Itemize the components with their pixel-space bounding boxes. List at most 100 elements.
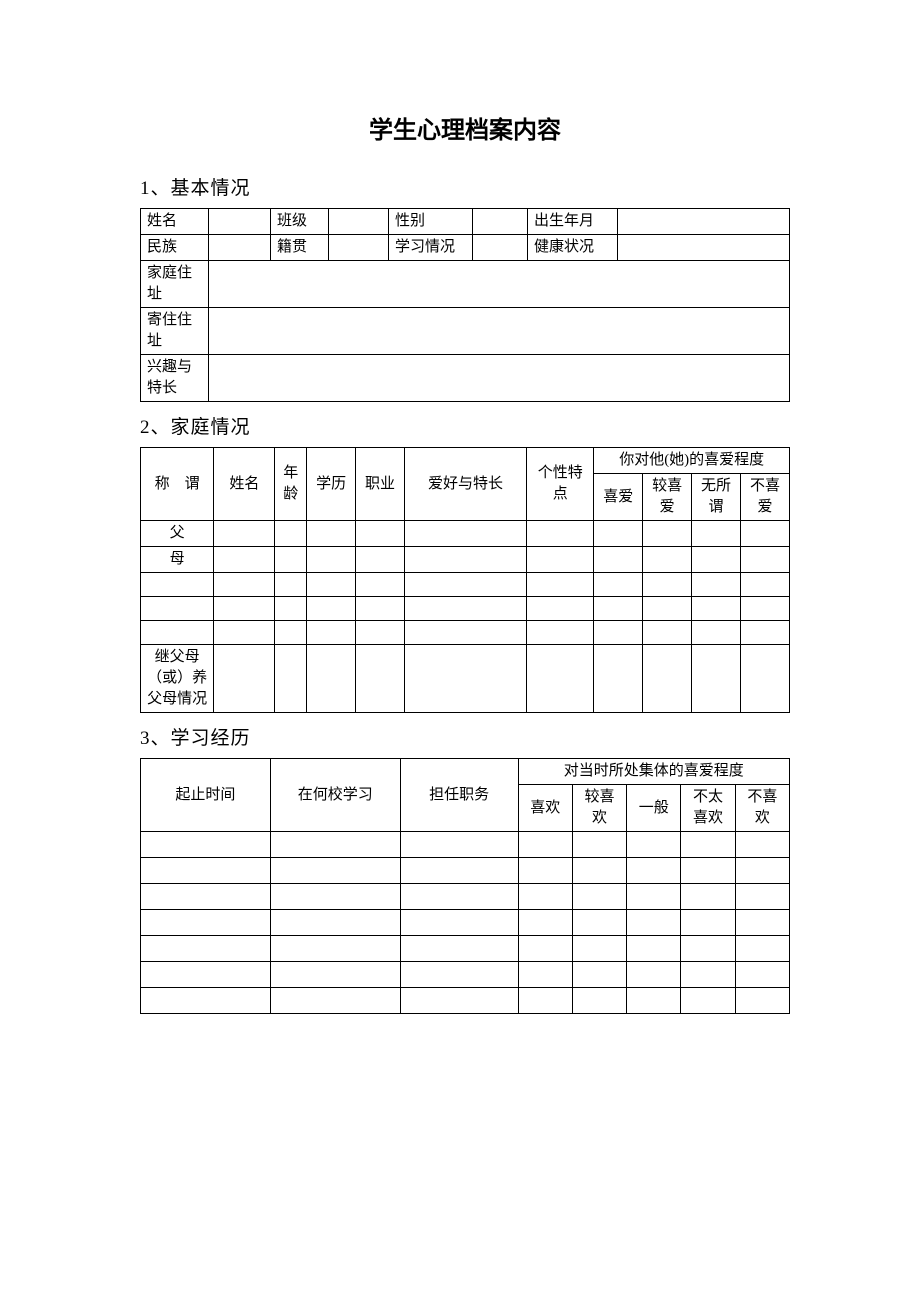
family-cell[interactable] bbox=[741, 521, 790, 547]
family-cell[interactable] bbox=[275, 547, 307, 573]
family-cell[interactable] bbox=[741, 597, 790, 621]
study-cell[interactable] bbox=[270, 884, 400, 910]
family-cell[interactable] bbox=[741, 645, 790, 713]
family-cell[interactable] bbox=[404, 547, 526, 573]
family-cell[interactable] bbox=[594, 547, 643, 573]
study-cell[interactable] bbox=[141, 962, 271, 988]
family-cell[interactable] bbox=[527, 547, 594, 573]
family-cell[interactable] bbox=[356, 547, 405, 573]
val-home[interactable] bbox=[209, 261, 790, 308]
family-cell[interactable] bbox=[527, 521, 594, 547]
family-cell[interactable] bbox=[692, 621, 741, 645]
family-cell[interactable] bbox=[594, 597, 643, 621]
family-cell[interactable] bbox=[214, 621, 275, 645]
study-cell[interactable] bbox=[400, 936, 518, 962]
study-cell[interactable] bbox=[735, 936, 789, 962]
family-cell[interactable] bbox=[275, 645, 307, 713]
family-cell[interactable] bbox=[214, 547, 275, 573]
family-cell[interactable] bbox=[741, 573, 790, 597]
family-cell[interactable] bbox=[307, 645, 356, 713]
family-cell[interactable] bbox=[356, 521, 405, 547]
study-cell[interactable] bbox=[627, 884, 681, 910]
family-cell[interactable] bbox=[527, 645, 594, 713]
family-cell[interactable] bbox=[404, 573, 526, 597]
study-cell[interactable] bbox=[681, 884, 735, 910]
study-cell[interactable] bbox=[572, 962, 626, 988]
family-cell[interactable] bbox=[741, 547, 790, 573]
study-cell[interactable] bbox=[681, 858, 735, 884]
study-cell[interactable] bbox=[572, 910, 626, 936]
family-cell[interactable] bbox=[692, 645, 741, 713]
study-cell[interactable] bbox=[518, 988, 572, 1014]
family-cell[interactable] bbox=[307, 621, 356, 645]
study-cell[interactable] bbox=[518, 832, 572, 858]
study-cell[interactable] bbox=[627, 832, 681, 858]
family-cell[interactable] bbox=[307, 521, 356, 547]
study-cell[interactable] bbox=[270, 910, 400, 936]
study-cell[interactable] bbox=[400, 962, 518, 988]
family-cell[interactable] bbox=[404, 597, 526, 621]
family-cell[interactable] bbox=[404, 621, 526, 645]
family-cell[interactable] bbox=[643, 573, 692, 597]
family-cell[interactable] bbox=[594, 573, 643, 597]
val-origin[interactable] bbox=[329, 235, 389, 261]
study-cell[interactable] bbox=[735, 962, 789, 988]
family-cell[interactable] bbox=[214, 645, 275, 713]
study-cell[interactable] bbox=[681, 910, 735, 936]
family-cell[interactable] bbox=[356, 573, 405, 597]
family-cell[interactable] bbox=[307, 597, 356, 621]
val-health[interactable] bbox=[618, 235, 790, 261]
study-cell[interactable] bbox=[735, 988, 789, 1014]
study-cell[interactable] bbox=[572, 832, 626, 858]
study-cell[interactable] bbox=[735, 832, 789, 858]
family-cell[interactable] bbox=[643, 621, 692, 645]
family-cell[interactable] bbox=[356, 597, 405, 621]
family-cell[interactable] bbox=[741, 621, 790, 645]
study-cell[interactable] bbox=[270, 858, 400, 884]
study-cell[interactable] bbox=[572, 988, 626, 1014]
study-cell[interactable] bbox=[681, 832, 735, 858]
study-cell[interactable] bbox=[681, 962, 735, 988]
study-cell[interactable] bbox=[141, 858, 271, 884]
study-cell[interactable] bbox=[627, 936, 681, 962]
family-cell[interactable] bbox=[356, 621, 405, 645]
study-cell[interactable] bbox=[735, 910, 789, 936]
val-class[interactable] bbox=[329, 209, 389, 235]
family-cell[interactable] bbox=[404, 521, 526, 547]
family-cell[interactable] bbox=[643, 645, 692, 713]
family-cell[interactable] bbox=[275, 621, 307, 645]
family-cell[interactable] bbox=[692, 573, 741, 597]
family-cell[interactable] bbox=[275, 597, 307, 621]
family-cell[interactable] bbox=[527, 573, 594, 597]
family-cell[interactable] bbox=[692, 521, 741, 547]
family-cell[interactable] bbox=[643, 547, 692, 573]
study-cell[interactable] bbox=[141, 832, 271, 858]
val-study[interactable] bbox=[473, 235, 528, 261]
family-cell[interactable] bbox=[307, 547, 356, 573]
val-gender[interactable] bbox=[473, 209, 528, 235]
study-cell[interactable] bbox=[270, 962, 400, 988]
study-cell[interactable] bbox=[627, 858, 681, 884]
study-cell[interactable] bbox=[141, 988, 271, 1014]
family-cell[interactable] bbox=[527, 597, 594, 621]
study-cell[interactable] bbox=[141, 884, 271, 910]
study-cell[interactable] bbox=[518, 962, 572, 988]
study-cell[interactable] bbox=[400, 832, 518, 858]
study-cell[interactable] bbox=[141, 910, 271, 936]
study-cell[interactable] bbox=[518, 910, 572, 936]
family-cell[interactable] bbox=[594, 645, 643, 713]
family-cell[interactable] bbox=[356, 645, 405, 713]
study-cell[interactable] bbox=[572, 884, 626, 910]
study-cell[interactable] bbox=[572, 936, 626, 962]
study-cell[interactable] bbox=[270, 988, 400, 1014]
family-cell[interactable] bbox=[643, 521, 692, 547]
study-cell[interactable] bbox=[400, 858, 518, 884]
family-cell[interactable] bbox=[275, 521, 307, 547]
family-cell[interactable] bbox=[404, 645, 526, 713]
study-cell[interactable] bbox=[735, 884, 789, 910]
family-cell[interactable] bbox=[527, 621, 594, 645]
study-cell[interactable] bbox=[400, 910, 518, 936]
val-stay[interactable] bbox=[209, 308, 790, 355]
study-cell[interactable] bbox=[681, 988, 735, 1014]
study-cell[interactable] bbox=[735, 858, 789, 884]
